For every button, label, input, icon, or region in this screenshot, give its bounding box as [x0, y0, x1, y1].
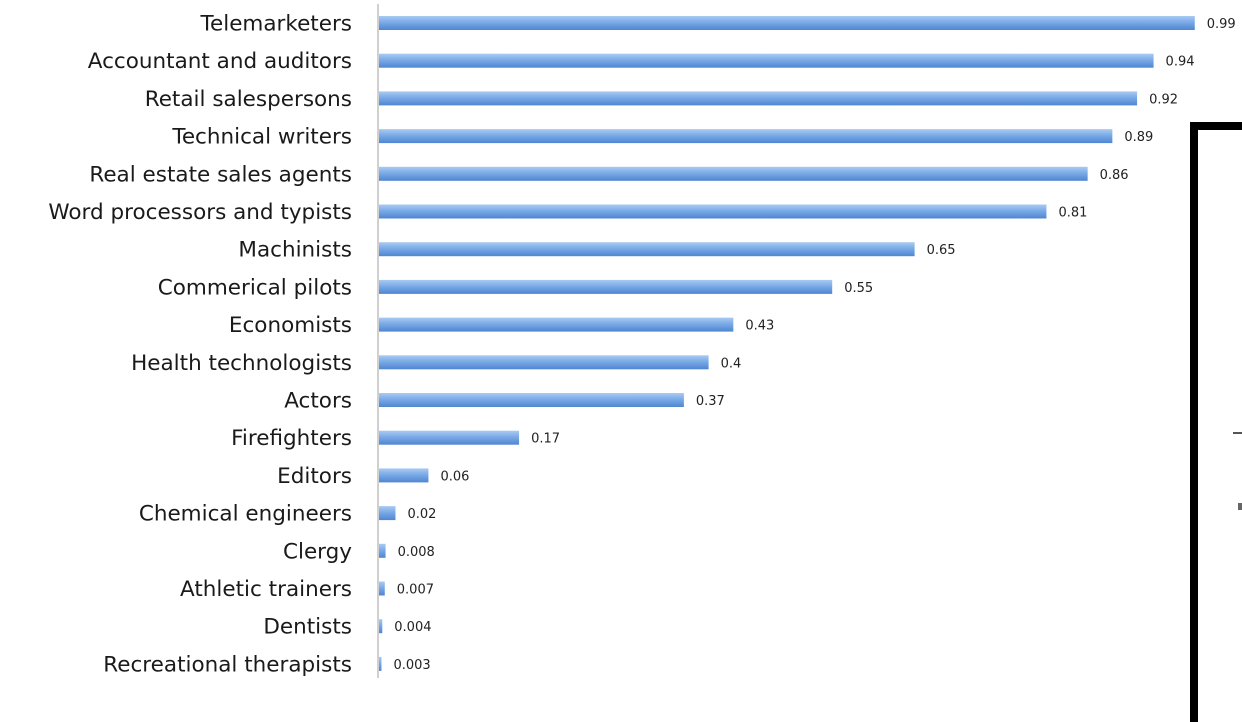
bar — [379, 619, 383, 634]
bar — [379, 16, 1195, 30]
category-labels: Telemarketers Accountant and auditors Reta… — [48, 12, 352, 678]
category-label: Actors — [284, 389, 352, 414]
category-label: Accountant and auditors — [88, 49, 352, 74]
category-label: Firefighters — [231, 426, 352, 451]
category-label: Telemarketers — [200, 12, 352, 37]
category-label: Technical writers — [171, 125, 352, 150]
data-label: 0.003 — [393, 658, 430, 673]
overlay-tick-mark — [1238, 503, 1242, 510]
bar — [379, 53, 1154, 68]
data-label: 0.92 — [1149, 92, 1178, 107]
bars — [379, 16, 1195, 671]
category-label: Retail salespersons — [145, 87, 352, 112]
category-label: Machinists — [238, 238, 352, 263]
bar — [379, 393, 684, 407]
bar — [379, 279, 833, 294]
bar — [379, 166, 1088, 181]
bar — [379, 317, 734, 332]
data-label: 0.02 — [407, 507, 436, 522]
data-label: 0.99 — [1207, 17, 1236, 32]
data-label: 0.89 — [1124, 130, 1153, 145]
data-label: 0.06 — [440, 469, 469, 484]
category-label: Dentists — [263, 615, 352, 640]
data-label: 0.43 — [745, 319, 774, 334]
category-label: Editors — [277, 464, 352, 489]
bar-chart: Telemarketers Accountant and auditors Reta… — [48, 4, 1236, 678]
category-label: Chemical engineers — [139, 502, 352, 527]
category-label: Real estate sales agents — [89, 162, 352, 187]
data-label: 0.81 — [1058, 206, 1087, 221]
data-label: 0.55 — [844, 281, 873, 296]
data-label: 0.94 — [1166, 55, 1195, 70]
bar — [379, 656, 382, 671]
value-labels: 0.99 0.94 0.92 0.89 0.86 0.81 0.65 0.55 0.43 0.4 0… — [393, 17, 1235, 673]
category-label: Athletic trainers — [180, 577, 352, 602]
bar — [379, 129, 1113, 144]
data-label: 0.004 — [394, 620, 431, 635]
category-label: Economists — [229, 313, 352, 338]
overlapping-window-frame — [1190, 122, 1242, 722]
data-label: 0.4 — [721, 356, 742, 371]
bar — [379, 506, 396, 521]
category-label: Health technologists — [131, 351, 352, 376]
category-label: Word processors and typists — [48, 200, 352, 225]
bar — [379, 430, 520, 445]
data-label: 0.65 — [927, 243, 956, 258]
bar — [379, 91, 1138, 106]
data-label: 0.008 — [398, 545, 435, 560]
overlay-tick-mark — [1233, 432, 1242, 434]
data-label: 0.86 — [1100, 168, 1129, 183]
category-label: Clergy — [283, 539, 352, 564]
data-label: 0.37 — [696, 394, 725, 409]
data-label: 0.17 — [531, 432, 560, 447]
bar — [379, 543, 386, 558]
bar — [379, 242, 915, 257]
category-label: Recreational therapists — [103, 652, 352, 677]
bar — [379, 355, 709, 370]
bar — [379, 581, 385, 596]
data-label: 0.007 — [397, 583, 434, 598]
bar — [379, 468, 429, 483]
category-label: Commerical pilots — [158, 275, 352, 300]
bar — [379, 204, 1047, 219]
